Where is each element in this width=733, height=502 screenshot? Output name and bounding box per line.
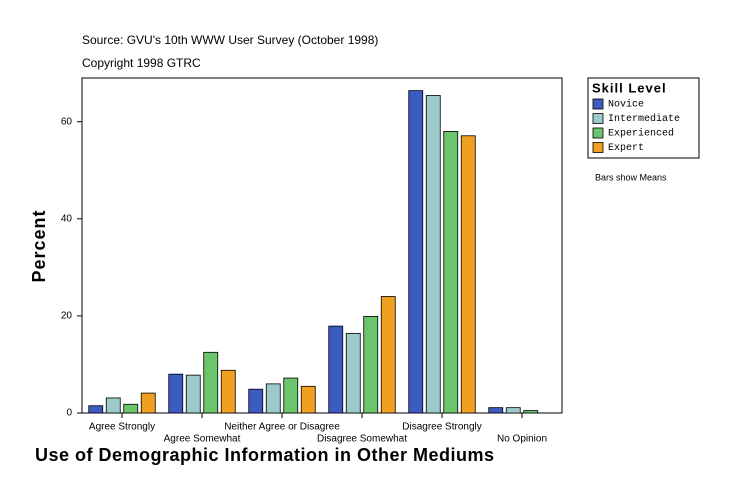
bar — [168, 373, 184, 414]
bar — [443, 131, 459, 414]
y-axis-title: Percent — [29, 209, 49, 282]
x-tick-label: Disagree Strongly — [402, 422, 481, 433]
x-tick-label: Agree Strongly — [89, 422, 155, 433]
x-tick-label: Agree Somewhat — [164, 434, 241, 445]
bar — [425, 95, 441, 414]
source: Source: GVU's 10th WWW User Survey (Octo… — [82, 33, 378, 47]
legend-swatch — [592, 127, 604, 139]
legend-label: Experienced — [608, 128, 674, 140]
bar — [460, 135, 476, 414]
x-tick-label: Disagree Somewhat — [317, 434, 407, 445]
bar — [283, 377, 299, 414]
x-tick-label: Neither Agree or Disagree — [224, 422, 340, 433]
bar — [523, 410, 539, 414]
bar — [248, 388, 264, 414]
bar — [328, 325, 344, 414]
x-tick-label: No Opinion — [497, 434, 547, 445]
y-tick-label: 0 — [66, 408, 72, 419]
bar — [345, 332, 361, 414]
legend-swatch — [592, 142, 604, 153]
bar — [105, 397, 121, 414]
bar — [505, 407, 521, 414]
bar — [265, 383, 281, 414]
bar — [408, 90, 424, 414]
bar — [203, 351, 219, 414]
bar — [300, 385, 316, 414]
bar — [220, 369, 236, 414]
bar — [88, 405, 104, 414]
legend-box — [587, 77, 700, 159]
copyright: Copyright 1998 GTRC — [82, 56, 201, 70]
y-tick-label: 20 — [61, 311, 73, 322]
bar — [123, 403, 139, 414]
legend-label: Intermediate — [608, 113, 680, 125]
bar — [140, 392, 156, 414]
note: Bars show Means — [595, 172, 667, 182]
legend-swatch — [592, 113, 604, 124]
bar — [380, 296, 396, 414]
legend-swatch — [592, 98, 604, 110]
bar — [185, 374, 201, 414]
bar — [488, 407, 504, 414]
legend-label: Novice — [608, 99, 644, 111]
legend-label: Expert — [608, 143, 644, 154]
x-axis-title: Use of Demographic Information in Other … — [35, 445, 495, 465]
legend-title: Skill Level — [592, 80, 667, 95]
plot-frame — [81, 77, 563, 414]
bar — [363, 315, 379, 414]
y-tick-label: 40 — [61, 213, 73, 224]
y-tick-label: 60 — [61, 116, 73, 127]
